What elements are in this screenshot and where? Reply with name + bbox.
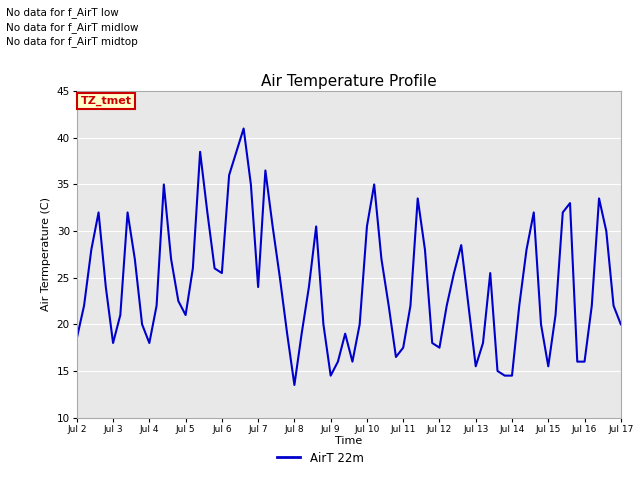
Text: No data for f_AirT midlow: No data for f_AirT midlow bbox=[6, 22, 139, 33]
Text: TZ_tmet: TZ_tmet bbox=[81, 96, 131, 106]
Title: Air Temperature Profile: Air Temperature Profile bbox=[261, 73, 436, 89]
Text: No data for f_AirT midtop: No data for f_AirT midtop bbox=[6, 36, 138, 47]
Legend: AirT 22m: AirT 22m bbox=[272, 447, 368, 469]
Y-axis label: Air Termperature (C): Air Termperature (C) bbox=[41, 197, 51, 312]
Text: No data for f_AirT low: No data for f_AirT low bbox=[6, 7, 119, 18]
X-axis label: Time: Time bbox=[335, 436, 362, 446]
